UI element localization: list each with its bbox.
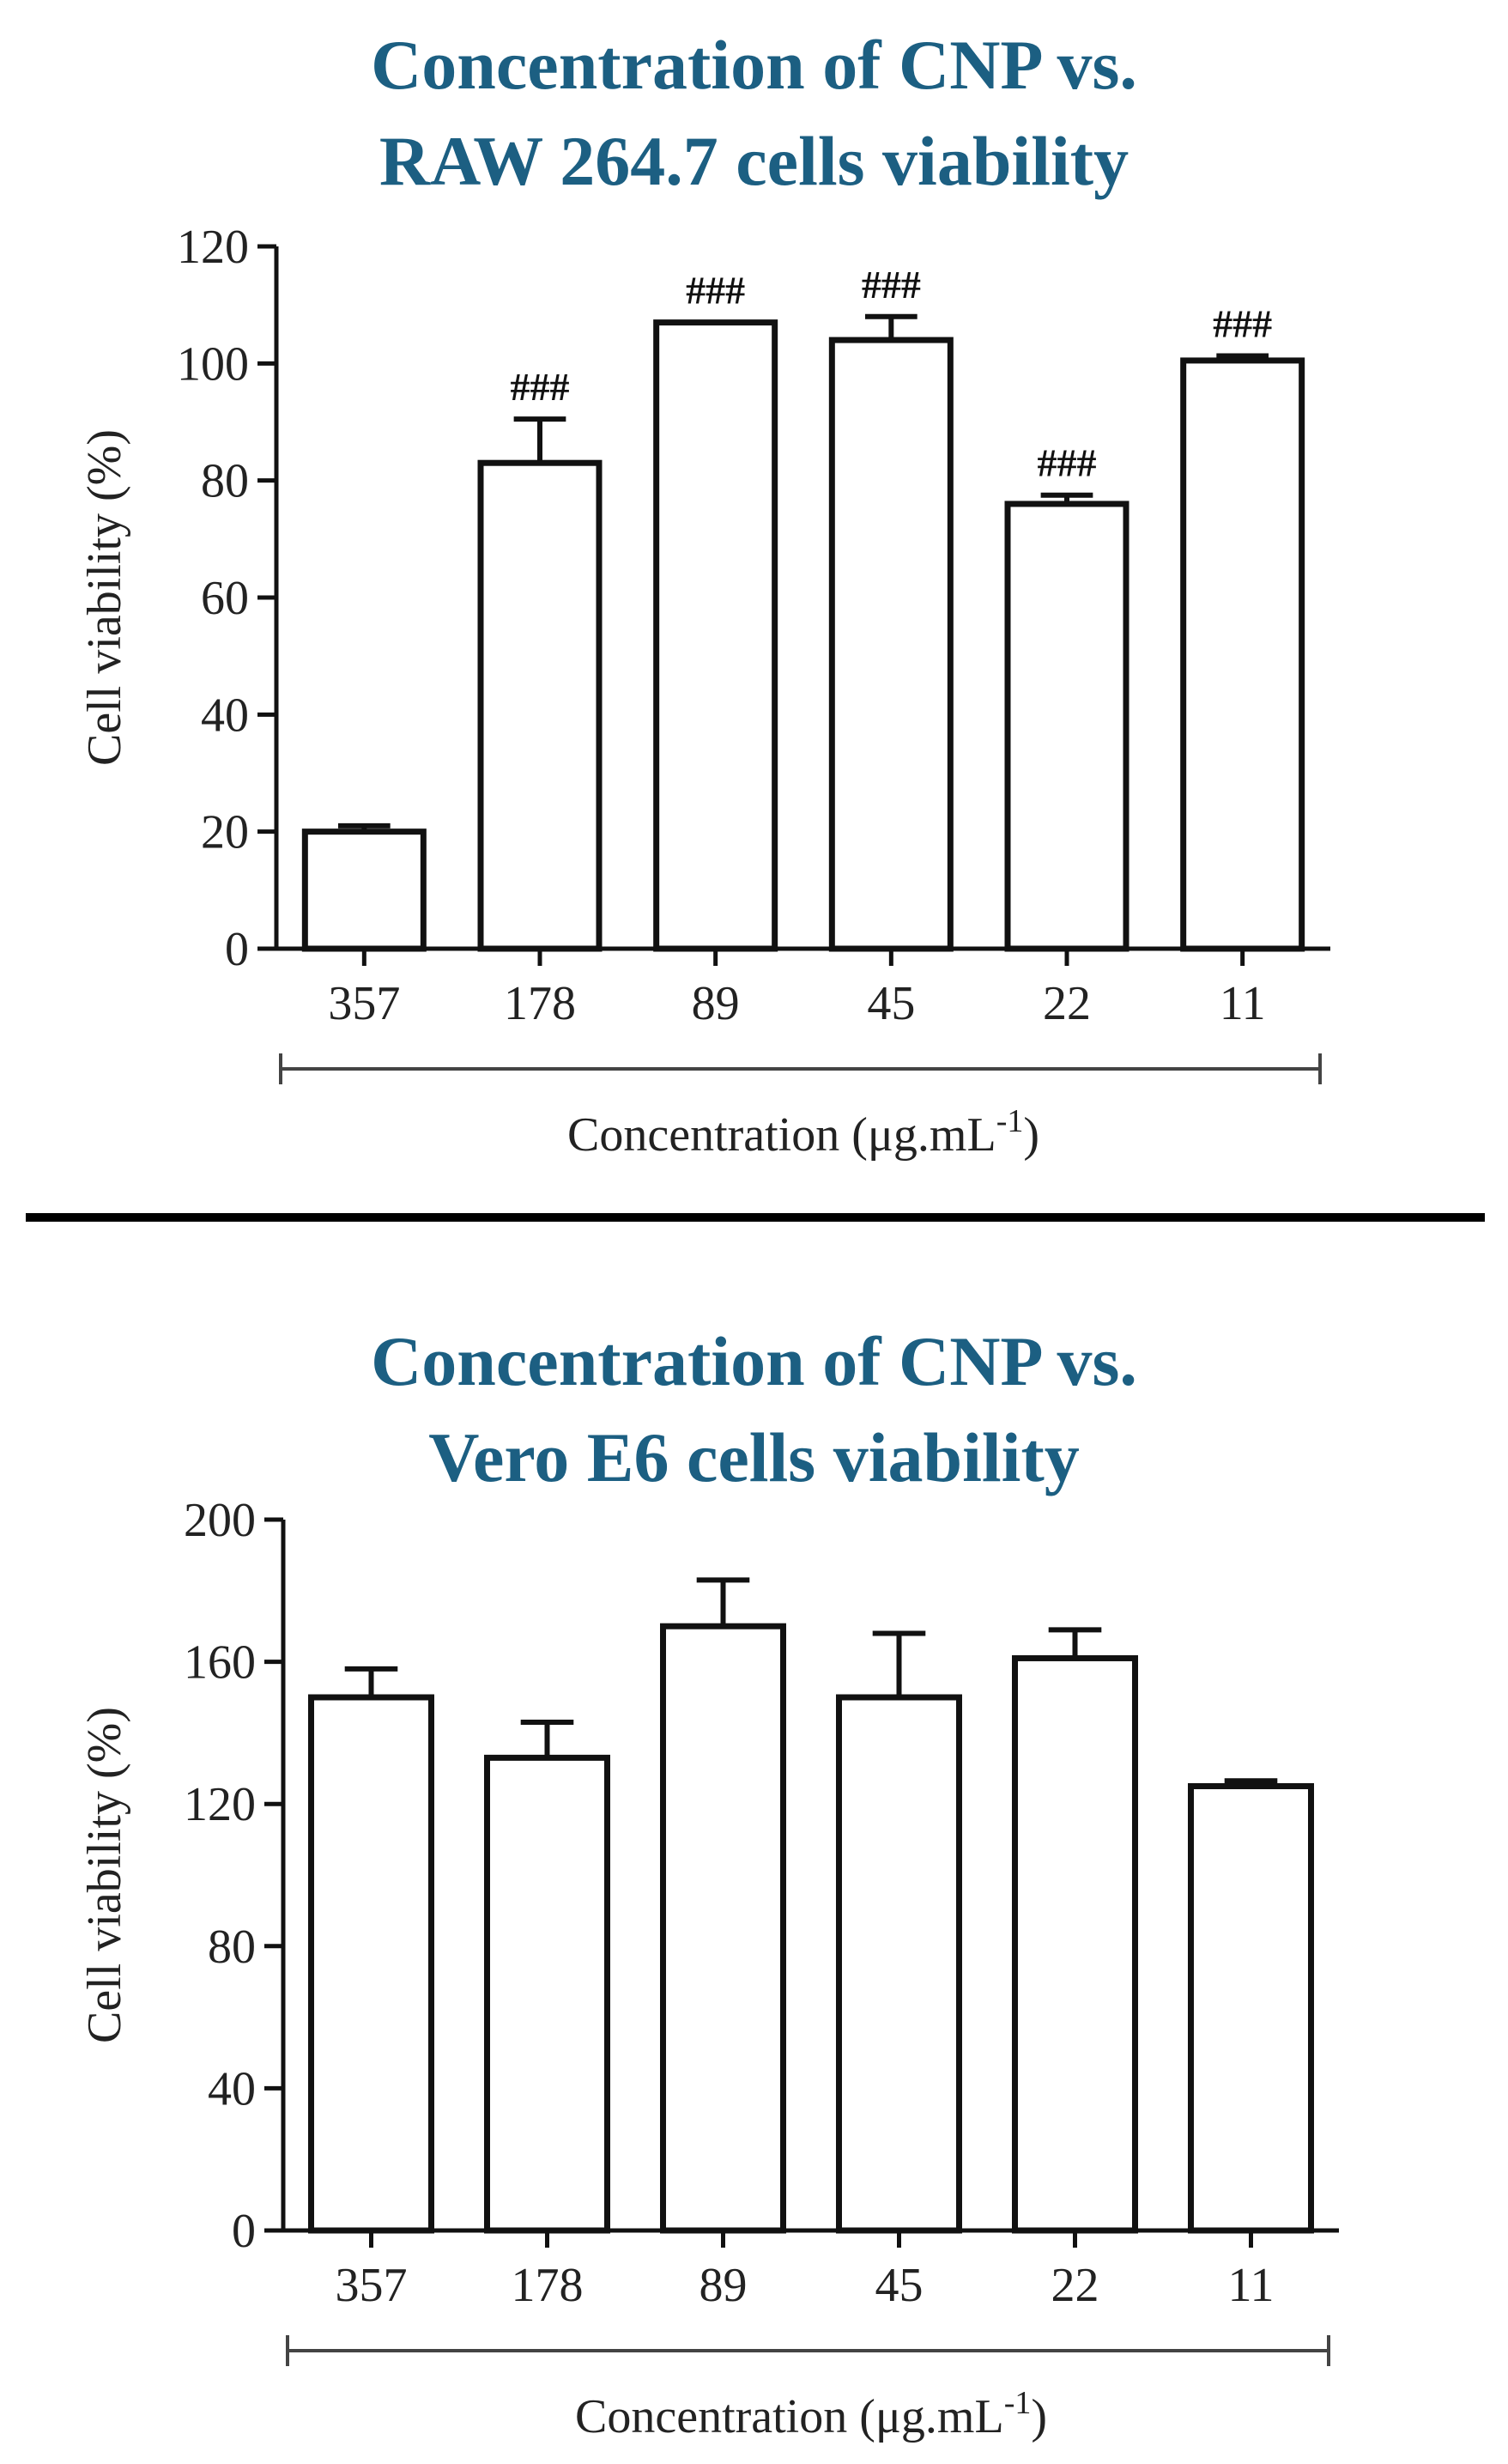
- chart-2-y-tick-label: 40: [208, 2062, 256, 2115]
- chart-1-x-axis-label-suffix: ): [1023, 1108, 1039, 1162]
- chart-2-y-tick-label: 160: [184, 1636, 256, 1690]
- chart-1-y-tick-label: 20: [201, 806, 249, 859]
- chart-2-x-axis-label-superscript: -1: [1004, 2385, 1032, 2421]
- chart-1-significance-label: ###: [1038, 441, 1097, 485]
- chart-1-x-axis-label: Concentration (μg.mL-1): [567, 1103, 1039, 1162]
- chart-2-x-tick-label: 11: [1228, 2259, 1275, 2312]
- chart-2-x-tick-label: 357: [336, 2259, 408, 2312]
- chart-1-y-tick-label: 80: [201, 455, 249, 508]
- chart-2-x-tick-label: 45: [875, 2259, 924, 2312]
- chart-2-bar: [1188, 1783, 1314, 2234]
- chart-1-bar: [828, 337, 954, 952]
- chart-2-x-axis-label-suffix: ): [1031, 2390, 1047, 2443]
- chart-2-y-tick-label: 0: [232, 2205, 256, 2258]
- chart-2-bar: [660, 1623, 786, 2234]
- chart-1-significance-label: ###: [862, 263, 921, 306]
- chart-1-title-line-1: Concentration of CNP vs.: [371, 26, 1137, 104]
- chart-1-x-tick-label: 45: [867, 977, 915, 1030]
- chart-2-bar: [1012, 1654, 1138, 2234]
- chart-1-x-tick-label: 89: [692, 977, 740, 1030]
- chart-1-significance-label: ###: [511, 365, 570, 409]
- chart-1-bar: [653, 319, 778, 952]
- chart-1-y-tick-label: 40: [201, 689, 249, 742]
- chart-1-bar: [1004, 501, 1129, 952]
- chart-1-x-tick-label: 11: [1220, 977, 1266, 1030]
- chart-1-significance-label: ###: [686, 269, 745, 313]
- chart-1-y-tick-label: 0: [225, 923, 249, 976]
- chart-2-y-tick-label: 80: [208, 1921, 256, 1974]
- chart-1-title: Concentration of CNP vs. RAW 264.7 cells…: [0, 17, 1508, 209]
- chart-1-x-tick-label: 357: [328, 977, 400, 1030]
- chart-1-y-tick-label: 100: [177, 337, 249, 391]
- chart-2-x-tick-label: 22: [1051, 2259, 1099, 2312]
- chart-1-title-line-2: RAW 264.7 cells viability: [379, 122, 1129, 200]
- chart-1-x-axis-label-text: Concentration (μg.mL: [567, 1108, 996, 1162]
- chart-2-y-axis-label: Cell viability (%): [78, 1707, 131, 2043]
- panel-divider: [26, 1213, 1485, 1222]
- chart-2-title-line-1: Concentration of CNP vs.: [371, 1322, 1137, 1400]
- chart-2-x-tick-label: 178: [512, 2259, 584, 2312]
- chart-1-bar: [1180, 357, 1305, 952]
- chart-1-bar: [301, 828, 427, 952]
- chart-2-y-tick-label: 200: [184, 1494, 256, 1547]
- chart-1-y-tick-label: 60: [201, 572, 249, 625]
- chart-2-bar: [836, 1694, 962, 2234]
- chart-2-title: Concentration of CNP vs. Vero E6 cells v…: [0, 1314, 1508, 1506]
- chart-2-bar: [308, 1694, 434, 2234]
- chart-1-x-axis-label-superscript: -1: [996, 1103, 1024, 1139]
- chart-1: 0 20 40 60 80 100 120 357 178 ### 89 ### 45 ### 22 ### 1…: [78, 221, 1330, 1162]
- chart-1-significance-label: ###: [1213, 301, 1272, 345]
- chart-1-bar: [477, 459, 603, 952]
- chart-1-y-tick-label: 120: [177, 221, 249, 274]
- chart-1-y-axis-label: Cell viability (%): [78, 429, 131, 766]
- chart-2-bar: [484, 1754, 610, 2234]
- chart-2-x-axis-label: Concentration (μg.mL-1): [575, 2385, 1047, 2443]
- chart-2-x-tick-label: 89: [699, 2259, 748, 2312]
- chart-2-title-line-2: Vero E6 cells viability: [428, 1418, 1080, 1496]
- chart-2-y-tick-label: 120: [184, 1778, 256, 1831]
- chart-1-x-tick-label: 22: [1043, 977, 1091, 1030]
- chart-1-x-tick-label: 178: [504, 977, 576, 1030]
- chart-2-x-axis-label-text: Concentration (μg.mL: [575, 2390, 1004, 2443]
